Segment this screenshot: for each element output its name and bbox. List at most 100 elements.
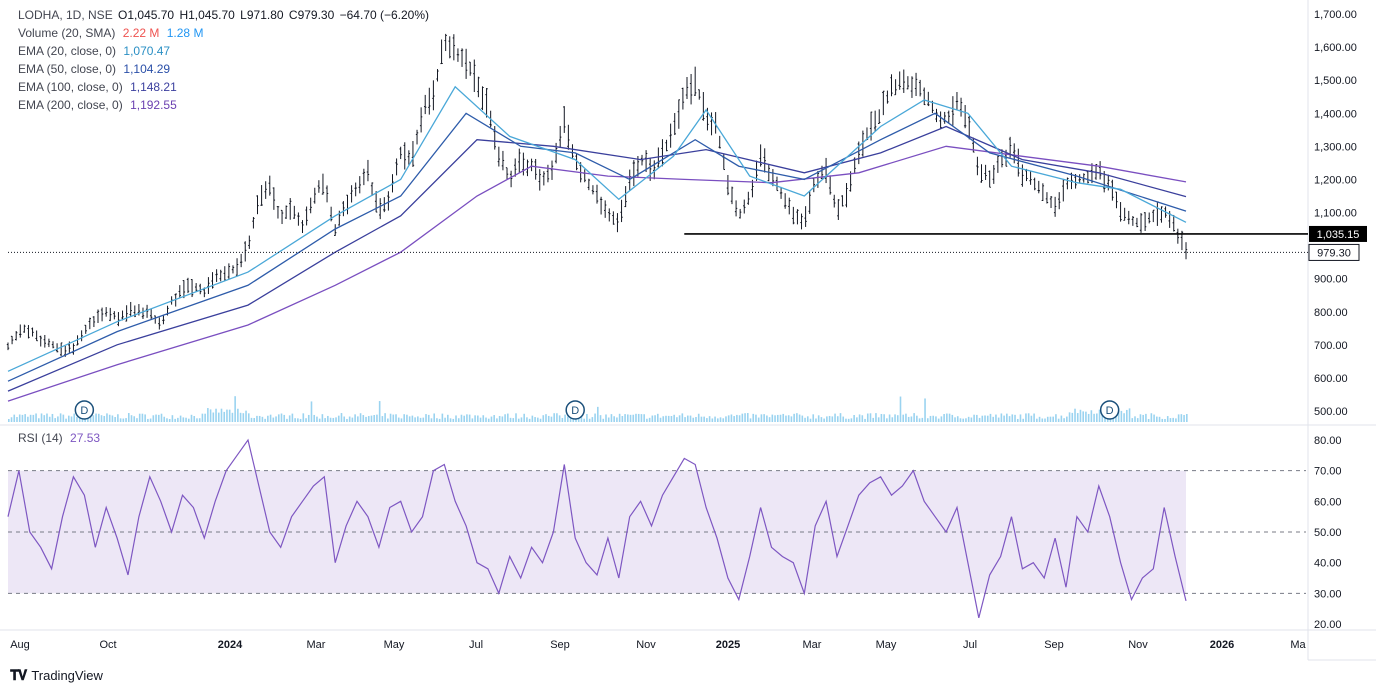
volume-bar: [697, 413, 700, 422]
volume-bar: [217, 412, 220, 422]
price-axis-tick: 1,400.00: [1314, 108, 1357, 120]
volume-bar: [8, 418, 10, 422]
time-axis-tick: Mar: [307, 639, 326, 651]
volume-bar: [831, 416, 834, 422]
volume-bar: [828, 415, 831, 422]
volume-bar: [267, 415, 269, 422]
indicator-value: 1.28 M: [166, 26, 204, 40]
volume-bar: [171, 415, 174, 422]
volume-bar: [299, 418, 302, 422]
volume-bar: [447, 414, 449, 422]
volume-bar: [297, 418, 299, 422]
volume-bar: [231, 412, 234, 422]
ema20-line: [7, 85, 1187, 372]
time-axis-tick: Aug: [10, 639, 30, 651]
volume-bar: [29, 414, 32, 422]
volume-bar: [790, 416, 793, 422]
volume-bar: [294, 418, 296, 422]
tradingview-brand[interactable]: 𝐓𝐕 TradingView: [10, 667, 103, 684]
volume-bar: [177, 417, 179, 422]
time-axis-tick: Nov: [636, 639, 656, 651]
indicator-value: 1,104.29: [123, 62, 171, 76]
volume-bar: [490, 416, 493, 422]
volume-bar: [1153, 414, 1155, 422]
volume-bar: [1049, 416, 1052, 422]
volume-bar: [48, 416, 51, 422]
indicator-ema100[interactable]: EMA (100, close, 0) 1,148.21: [18, 78, 429, 96]
price-axis-tick: 1,100.00: [1314, 208, 1357, 220]
volume-bar: [444, 417, 446, 422]
volume-bar: [73, 413, 76, 422]
volume-bar: [558, 415, 561, 422]
volume-bar: [872, 417, 875, 422]
volume-bar: [220, 408, 223, 422]
volume-bar: [21, 414, 24, 422]
indicator-volume[interactable]: Volume (20, SMA) 2.22 M 1.28 M: [18, 24, 429, 42]
volume-bar: [37, 418, 40, 422]
volume-bar: [253, 418, 256, 422]
dividend-marker[interactable]: D: [74, 400, 95, 420]
volume-bar: [899, 396, 902, 422]
volume-bar: [378, 401, 381, 422]
volume-bar: [357, 416, 359, 422]
dividend-marker-label: D: [571, 405, 579, 417]
volume-bar: [46, 413, 48, 422]
volume-bar: [839, 413, 842, 422]
volume-bar: [766, 415, 768, 422]
indicator-ema20[interactable]: EMA (20, close, 0) 1,070.47: [18, 42, 429, 60]
volume-bar: [561, 417, 564, 422]
volume-bar: [10, 417, 13, 422]
volume-bar: [962, 418, 965, 422]
volume-bar: [1126, 409, 1128, 422]
price-label-last: 979.30: [1317, 247, 1351, 259]
volume-bar: [1093, 413, 1095, 422]
open-value: O1,045.70: [118, 8, 175, 22]
volume-bar: [774, 415, 776, 422]
volume-bar: [335, 417, 337, 422]
volume-bar: [1060, 415, 1063, 422]
volume-bar: [640, 414, 643, 422]
volume-bar: [856, 417, 858, 422]
indicator-ema50[interactable]: EMA (50, close, 0) 1,104.29: [18, 60, 429, 78]
volume-bar: [277, 414, 280, 422]
volume-bar: [583, 418, 585, 422]
volume-bar: [984, 415, 986, 422]
low-value: L971.80: [240, 8, 284, 22]
volume-bar: [474, 415, 476, 422]
volume-bar: [87, 416, 89, 422]
volume-bar: [59, 413, 62, 422]
rsi-axis-tick: 60.00: [1314, 496, 1342, 508]
dividend-marker[interactable]: D: [565, 400, 585, 420]
dividend-marker-circle: [1099, 400, 1120, 420]
symbol-label[interactable]: LODHA, 1D, NSE: [18, 8, 113, 22]
volume-bar: [482, 415, 485, 422]
volume-bar: [875, 413, 877, 422]
close-value: C979.30: [288, 8, 335, 22]
volume-bar: [504, 414, 506, 422]
volume-bar: [1016, 418, 1019, 422]
volume-bar: [318, 418, 321, 422]
volume-bar: [545, 414, 547, 422]
volume-bar: [430, 418, 433, 422]
volume-bar: [520, 417, 523, 422]
indicator-ema200[interactable]: EMA (200, close, 0) 1,192.55: [18, 96, 429, 114]
rsi-axis-tick: 80.00: [1314, 435, 1342, 447]
volume-bar: [397, 417, 400, 422]
volume-bar: [147, 418, 149, 422]
volume-bar: [466, 414, 468, 422]
dividend-marker[interactable]: D: [1099, 400, 1120, 420]
volume-bar: [32, 414, 35, 422]
volume-bar: [264, 418, 266, 422]
volume-bar: [1098, 409, 1101, 422]
volume-bar: [1134, 416, 1136, 422]
volume-bar: [515, 413, 517, 422]
volume-bar: [1074, 408, 1076, 422]
volume-bar: [989, 413, 992, 422]
rsi-value: 27.53: [70, 431, 101, 445]
rsi-legend[interactable]: RSI (14) 27.53: [18, 431, 100, 445]
volume-bar: [370, 415, 373, 422]
volume-bar: [149, 418, 152, 422]
volume-bar: [681, 413, 684, 422]
volume-bar: [714, 416, 716, 422]
